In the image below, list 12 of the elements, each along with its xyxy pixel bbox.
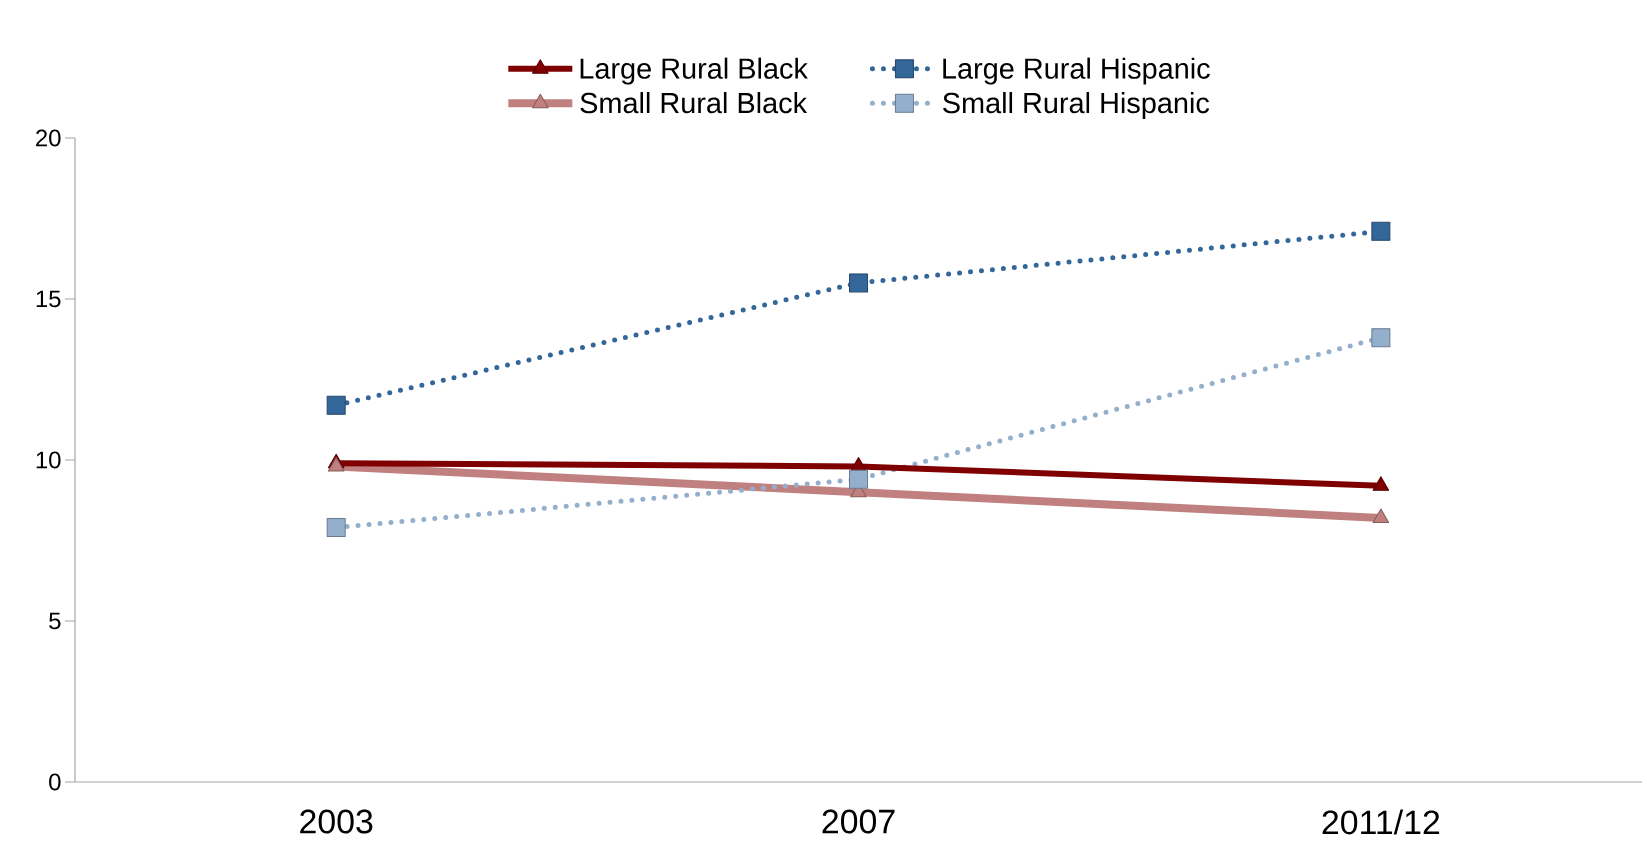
y-tick-label: 10 — [36, 451, 61, 469]
x-tick-label: 2007 — [822, 809, 895, 834]
legend-label: Large Rural Hispanic — [943, 57, 1210, 85]
x-tick-label: 2003 — [300, 809, 373, 834]
y-tick-label: 20 — [36, 129, 61, 147]
y-tick-label: 5 — [49, 612, 61, 630]
legend-label: Small Rural Hispanic — [943, 92, 1210, 119]
legend-label: Small Rural Black — [580, 92, 808, 114]
x-tick-label: 2011/12 — [1322, 809, 1440, 835]
legend-label: Large Rural Black — [580, 57, 808, 85]
y-tick-label: 15 — [36, 290, 61, 308]
y-tick-label: 0 — [49, 773, 61, 791]
